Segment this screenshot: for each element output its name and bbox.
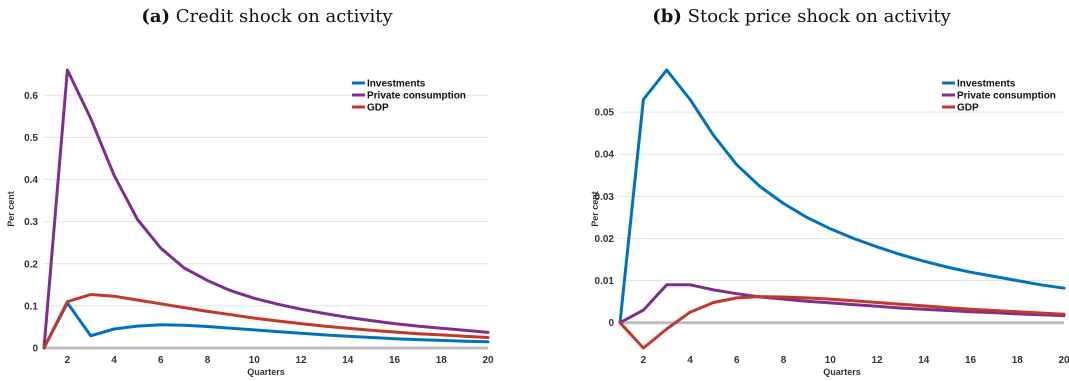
y-tick-label: 0	[32, 344, 38, 355]
x-tick-label: 4	[687, 355, 693, 366]
panel-b-letter: (b)	[652, 6, 682, 27]
y-tick-label: 0.01	[595, 276, 615, 287]
legend-label: Investments	[957, 79, 1016, 90]
panel-a-letter: (a)	[141, 6, 171, 27]
y-tick-label: 0.4	[24, 175, 38, 186]
series-line-investments	[42, 301, 490, 350]
x-tick-label: 2	[641, 355, 647, 366]
y-tick-label: 0.04	[595, 150, 615, 161]
x-tick-label: 6	[734, 355, 740, 366]
x-axis-label: Quarters	[823, 367, 861, 377]
x-tick-label: 8	[205, 355, 211, 366]
panel-b-title-text: Stock price shock on activity	[687, 6, 951, 27]
x-tick-label: 14	[918, 355, 930, 366]
y-tick-label: 0.1	[24, 301, 38, 312]
x-tick-label: 4	[111, 355, 117, 366]
x-tick-label: 8	[781, 355, 787, 366]
y-tick-label: 0.2	[24, 259, 38, 270]
y-tick-label: 0.6	[24, 91, 38, 102]
legend-label: Private consumption	[367, 91, 466, 102]
y-axis-label: Per cent	[590, 191, 600, 227]
y-axis-label: Per cent	[6, 191, 16, 227]
y-tick-label: 0.3	[24, 217, 38, 228]
series-line-gdp	[42, 293, 490, 350]
y-tick-label: 0.05	[595, 108, 615, 119]
x-tick-label: 20	[482, 355, 494, 366]
x-tick-label: 18	[436, 355, 448, 366]
x-tick-label: 20	[1058, 355, 1069, 366]
x-tick-label: 14	[342, 355, 354, 366]
x-tick-label: 12	[871, 355, 883, 366]
x-tick-label: 2	[65, 355, 71, 366]
y-tick-label: 0.03	[595, 192, 615, 203]
y-tick-label: 0	[608, 318, 614, 329]
legend-label: GDP	[957, 103, 979, 114]
panel-a-title-text: Credit shock on activity	[175, 6, 393, 27]
series-line-gdp	[618, 295, 1066, 350]
x-tick-label: 16	[389, 355, 401, 366]
x-tick-label: 6	[158, 355, 164, 366]
y-tick-label: 0.5	[24, 133, 38, 144]
legend-label: GDP	[367, 103, 389, 114]
x-tick-label: 18	[1012, 355, 1024, 366]
panel-b-title: (b) Stock price shock on activity	[534, 6, 1069, 27]
legend-label: Investments	[367, 79, 426, 90]
series-line-private-consumption	[618, 283, 1066, 325]
panel-a-title: (a) Credit shock on activity	[0, 6, 534, 27]
series-line-investments	[618, 68, 1066, 325]
series-line-private-consumption	[42, 68, 490, 350]
x-tick-label: 10	[825, 355, 837, 366]
x-tick-label: 10	[249, 355, 261, 366]
legend-label: Private consumption	[957, 91, 1056, 102]
y-tick-label: 0.02	[595, 234, 615, 245]
x-tick-label: 16	[965, 355, 977, 366]
x-tick-label: 12	[295, 355, 307, 366]
x-axis-label: Quarters	[247, 367, 285, 377]
